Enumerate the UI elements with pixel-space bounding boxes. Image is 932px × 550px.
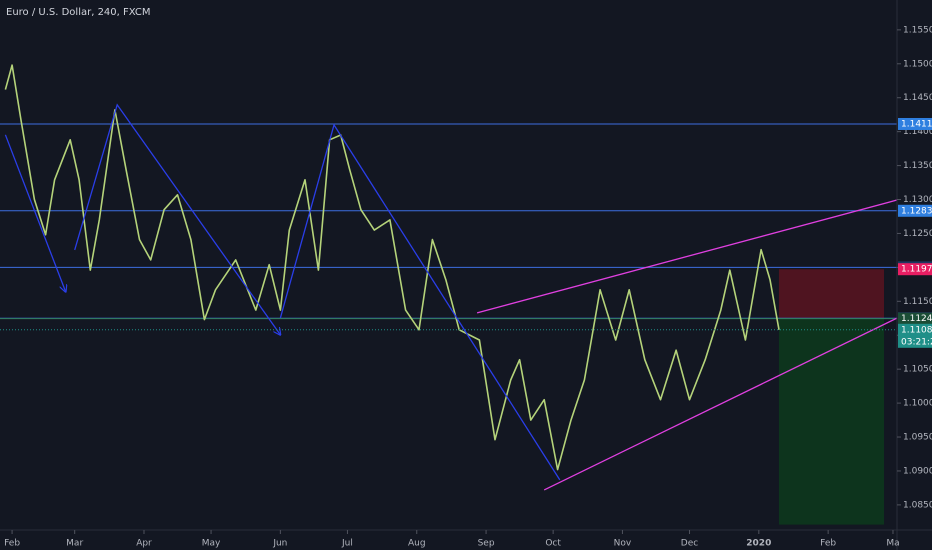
level-label-bg: [898, 204, 932, 217]
level-label-bg: [898, 117, 932, 130]
x-tick-label: Dec: [681, 539, 698, 549]
x-tick-label: Feb: [4, 539, 20, 549]
x-tick-label: Sep: [478, 539, 495, 549]
chart-title: Euro / U.S. Dollar, 240, FXCM: [6, 7, 151, 18]
target-zone: [778, 318, 885, 525]
last-price-bg: [898, 323, 932, 348]
x-tick-label: May: [202, 539, 221, 549]
x-tick-label: Oct: [545, 539, 561, 549]
plot-area: [0, 64, 898, 525]
trend-line: [74, 103, 281, 335]
y-tick-label: 1.14500: [903, 93, 932, 103]
x-tick-label: Jun: [272, 539, 287, 549]
y-tick-label: 1.15000: [903, 59, 932, 69]
level-label: 1.14113: [901, 119, 932, 129]
y-tick-label: 1.13500: [903, 161, 932, 171]
trend-line: [543, 317, 898, 491]
level-label: 1.12834: [901, 206, 932, 216]
price-line: [4, 64, 780, 471]
y-tick-label: 1.10500: [903, 365, 932, 375]
y-tick-label: 1.14000: [903, 127, 932, 137]
level-label: 1.11244: [901, 314, 932, 324]
stop-label-bg: [898, 263, 932, 276]
y-tick-label: 1.09000: [903, 466, 932, 476]
x-tick-label: Apr: [136, 539, 152, 549]
y-tick-label: 1.13000: [903, 195, 932, 205]
y-tick-label: 1.15500: [903, 25, 932, 35]
x-tick-label: Mar: [66, 539, 83, 549]
trend-line: [4, 134, 65, 292]
trend-line: [476, 199, 898, 314]
y-tick-label: 1.11500: [903, 297, 932, 307]
trend-line: [279, 123, 561, 481]
x-tick-label: Aug: [408, 539, 426, 549]
countdown: 03:21:21: [901, 337, 932, 347]
x-tick-label: Jul: [341, 539, 353, 549]
y-tick-label: 1.08500: [903, 500, 932, 510]
x-tick-label: Nov: [614, 539, 632, 549]
stop-label: 1.11973: [901, 265, 932, 275]
x-tick-label: Ma: [886, 539, 899, 549]
y-tick-label: 1.10000: [903, 399, 932, 409]
y-tick-label: 1.12500: [903, 229, 932, 239]
stop-zone: [778, 269, 885, 319]
level-label-bg: [898, 312, 932, 325]
x-tick-label: Feb: [820, 539, 836, 549]
x-tick-label: 2020: [746, 539, 771, 549]
y-tick-label: 1.09500: [903, 433, 932, 443]
